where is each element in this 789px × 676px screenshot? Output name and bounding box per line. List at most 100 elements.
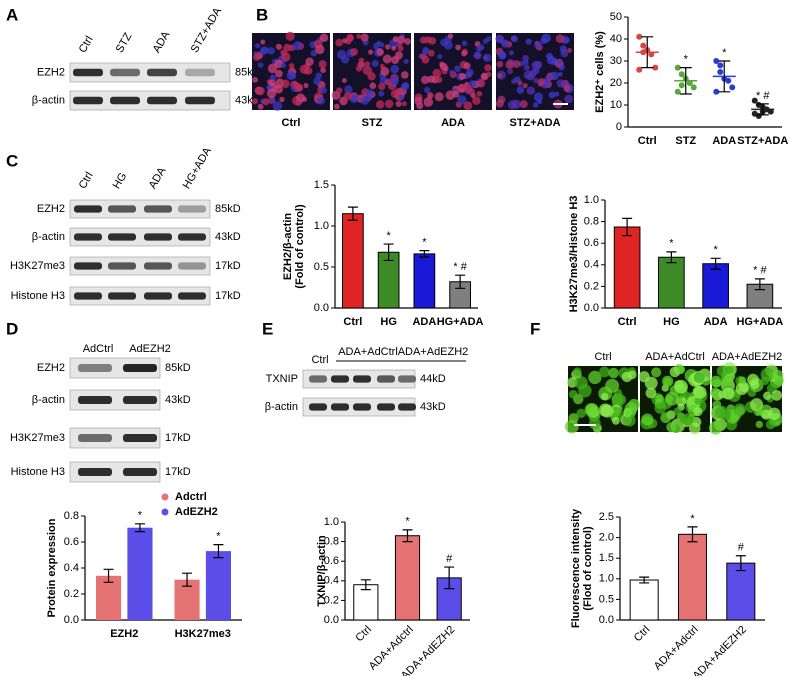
cell — [558, 64, 565, 71]
cell — [660, 412, 672, 424]
cell — [385, 44, 391, 50]
cell — [362, 65, 373, 76]
error-bar — [622, 217, 633, 237]
y-tick-label: 0.8 — [584, 216, 599, 228]
cell — [266, 88, 277, 99]
image-label: STZ+ADA — [509, 117, 560, 129]
cell — [483, 53, 492, 63]
cell — [274, 59, 284, 69]
legend-swatch — [161, 493, 169, 501]
y-tick-label: 2.0 — [599, 532, 614, 544]
cell — [313, 77, 322, 86]
cell — [654, 394, 664, 404]
cell — [768, 407, 781, 420]
cell — [511, 35, 519, 43]
annotation: * — [405, 516, 410, 528]
cell — [355, 65, 363, 72]
cell — [738, 376, 747, 385]
blot-lane-label: ADA+AdCtrl — [338, 346, 398, 358]
cell — [529, 69, 537, 77]
cell — [346, 33, 354, 42]
data-point — [717, 62, 724, 69]
cell — [654, 402, 667, 414]
cell — [522, 83, 528, 89]
blot-band — [353, 375, 371, 383]
blot-band — [123, 396, 157, 404]
cell — [763, 391, 772, 400]
cell — [378, 82, 386, 91]
blot-band — [178, 205, 206, 213]
cell — [373, 42, 380, 50]
y-axis-label: (Fold of control) — [294, 204, 306, 289]
x-tick-label: EZH2 — [110, 628, 138, 640]
cell — [259, 47, 268, 55]
cell — [378, 90, 385, 97]
cell — [567, 377, 578, 388]
cell — [458, 72, 466, 80]
cell — [454, 65, 461, 72]
x-tick-label: ADA — [412, 316, 436, 328]
y-tick-label: 1.0 — [584, 194, 599, 206]
cell — [457, 95, 467, 105]
cell — [427, 92, 434, 99]
bar — [394, 535, 421, 621]
bar — [677, 533, 708, 621]
error-bar — [455, 274, 466, 289]
cell — [356, 33, 362, 39]
data-point — [636, 33, 643, 40]
cell — [514, 76, 521, 83]
blot-band — [74, 292, 102, 300]
cell — [463, 62, 471, 70]
cell — [364, 61, 371, 67]
cell — [349, 94, 359, 104]
cell — [765, 419, 776, 430]
cell — [257, 103, 264, 110]
cell — [576, 408, 586, 419]
cell — [526, 86, 536, 95]
cell — [458, 84, 465, 91]
data-point — [678, 71, 685, 78]
cell — [641, 413, 654, 426]
cell — [464, 85, 473, 94]
cell — [708, 421, 723, 435]
cell — [502, 40, 508, 46]
cell — [319, 33, 329, 43]
cell — [665, 391, 679, 406]
cell — [716, 365, 729, 377]
annotation: * # — [453, 261, 467, 273]
cell — [315, 44, 325, 55]
y-axis-label: EZH2⁺ cells (%) — [594, 31, 606, 113]
y-tick-label: 1.0 — [599, 573, 614, 585]
cell — [735, 382, 749, 396]
cell — [476, 90, 483, 97]
cell — [390, 89, 400, 98]
cell — [497, 73, 503, 79]
y-axis-label: Fluorescence intensity — [570, 508, 582, 628]
blot-band — [398, 403, 416, 411]
error-bar — [402, 529, 413, 543]
cell — [445, 90, 456, 100]
cell — [560, 49, 569, 58]
y-tick-label: 0.4 — [324, 575, 339, 587]
data-point — [674, 64, 681, 71]
y-tick-label: 0.8 — [324, 536, 339, 548]
panel-letter: E — [262, 319, 273, 338]
bar — [127, 527, 153, 620]
cell — [771, 390, 783, 401]
cell — [335, 38, 344, 47]
error-bar — [182, 572, 193, 587]
blot-band — [309, 403, 327, 411]
cell — [673, 407, 682, 416]
cell — [496, 60, 504, 68]
error-bar — [679, 67, 692, 95]
blot-band — [309, 375, 327, 383]
panel-letter: C — [6, 151, 18, 170]
cell — [267, 63, 278, 74]
blot-row-label: β-actin — [265, 401, 298, 413]
y-axis-label: (Flod of control) — [582, 526, 594, 611]
cell — [674, 379, 688, 394]
cell — [336, 49, 347, 60]
blot-lane-label: AdCtrl — [83, 343, 114, 355]
blot-band — [377, 375, 395, 383]
y-tick-label: 0.2 — [64, 588, 79, 600]
